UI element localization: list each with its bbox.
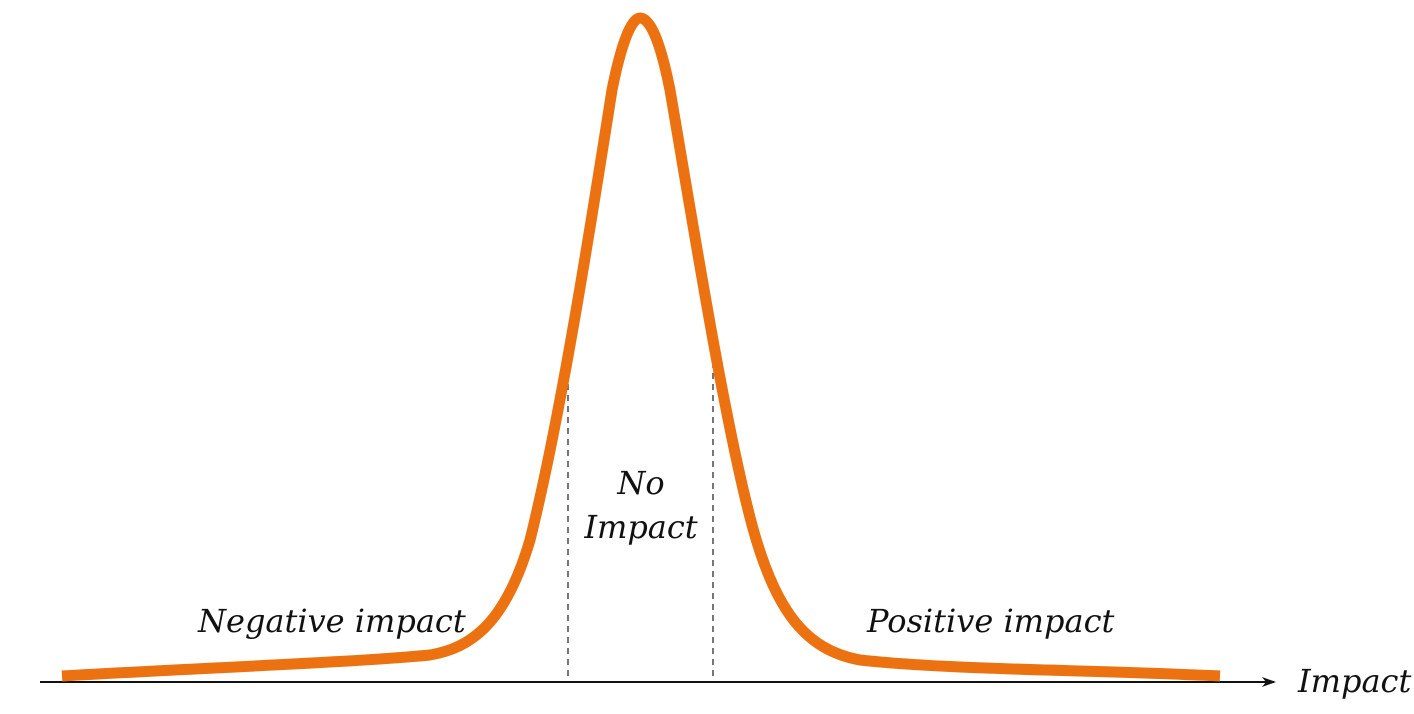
axis-title-impact: Impact: [1297, 662, 1411, 700]
no-impact-label-line1: No: [616, 464, 664, 502]
positive-impact-label: Positive impact: [866, 602, 1115, 640]
no-impact-label-line2: Impact: [583, 508, 697, 546]
distribution-curve: [61, 12, 1221, 682]
negative-impact-label: Negative impact: [197, 602, 466, 640]
